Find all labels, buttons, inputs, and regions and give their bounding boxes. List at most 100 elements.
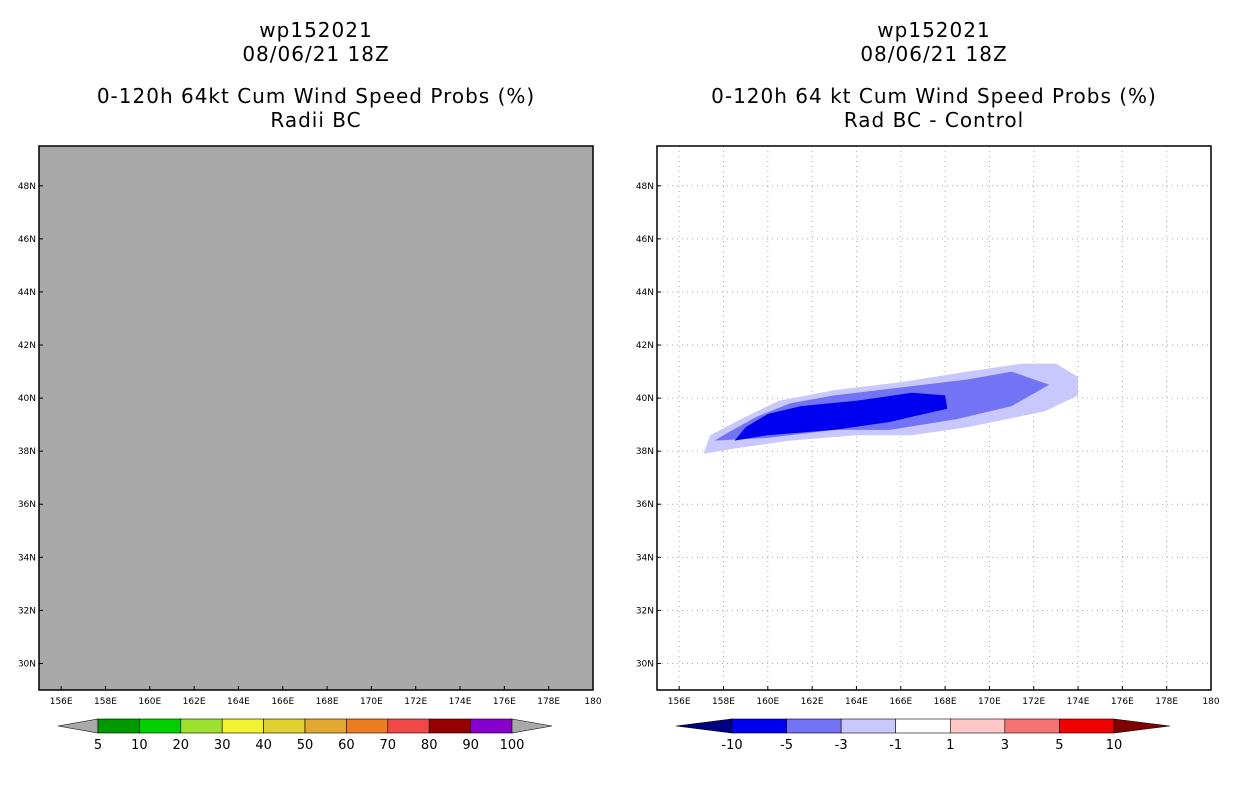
left-y-tick-label: 46N — [18, 235, 36, 245]
right-contour-2 — [734, 392, 948, 441]
right-y-tick-label: 48N — [636, 182, 654, 192]
right-colorbar-label: 5 — [1055, 738, 1063, 753]
left-colorbar-label: 80 — [421, 738, 438, 753]
right-colorbar-label: -1 — [889, 738, 902, 753]
left-x-tick-label: 162E — [183, 697, 206, 707]
left-colorbar-segment — [139, 718, 182, 734]
left-x-tick-label: 178E — [537, 697, 560, 707]
right-colorbar-low-end — [675, 718, 733, 734]
right-colorbar-segment — [895, 718, 951, 734]
left-y-tick-label: 38N — [18, 447, 36, 457]
left-colorbar-segment — [387, 718, 430, 734]
right-x-tick-label: 176E — [1111, 697, 1134, 707]
right-colorbar-segment — [731, 718, 787, 734]
left-colorbar-segment — [470, 718, 513, 734]
left-y-tick-label: 40N — [18, 394, 36, 404]
right-y-tick-label: 44N — [636, 288, 654, 298]
left-subtitle: Radii BC — [270, 108, 362, 132]
left-y-tick-label: 48N — [18, 182, 36, 192]
left-x-tick-label: 160E — [138, 697, 161, 707]
right-x-tick-label: 180 — [1202, 697, 1219, 707]
left-plot-area — [39, 146, 593, 690]
right-x-tick-label: 166E — [889, 697, 912, 707]
right-y-tick-label: 32N — [636, 606, 654, 616]
right-colorbar-segment — [786, 718, 842, 734]
right-colorbar-label: 3 — [1001, 738, 1009, 753]
right-x-tick-label: 164E — [845, 697, 868, 707]
left-colorbar-label: 40 — [255, 738, 272, 753]
left-colorbar-label: 60 — [338, 738, 355, 753]
right-panel-titles: wp152021 08/06/21 18Z 0-120h 64 kt Cum W… — [657, 18, 1211, 132]
right-colorbar-segment — [1004, 718, 1060, 734]
left-y-tick-label: 34N — [18, 553, 36, 563]
right-x-tick-label: 170E — [978, 697, 1001, 707]
right-date: 08/06/21 18Z — [860, 42, 1008, 66]
left-x-tick-label: 164E — [227, 697, 250, 707]
right-colorbar-label: 1 — [946, 738, 954, 753]
left-x-tick-label: 156E — [50, 697, 73, 707]
right-y-tick-label: 40N — [636, 394, 654, 404]
left-x-tick-label: 158E — [94, 697, 117, 707]
left-colorbar-label: 50 — [297, 738, 314, 753]
left-x-tick-label: 168E — [316, 697, 339, 707]
left-colorbar-segment — [221, 718, 264, 734]
right-x-tick-label: 172E — [1022, 697, 1045, 707]
left-plot-frame — [38, 145, 594, 691]
right-title: 0-120h 64 kt Cum Wind Speed Probs (%) — [711, 84, 1157, 108]
right-y-tick-label: 30N — [636, 659, 654, 669]
left-colorbar-segment — [97, 718, 140, 734]
right-y-tick-label: 36N — [636, 500, 654, 510]
right-x-tick-label: 158E — [712, 697, 735, 707]
left-y-tick-label: 36N — [18, 500, 36, 510]
right-y-tick-label: 46N — [636, 235, 654, 245]
right-storm-id: wp152021 — [877, 18, 991, 42]
left-x-tick-label: 170E — [360, 697, 383, 707]
left-colorbar-label: 70 — [380, 738, 397, 753]
left-title: 0-120h 64kt Cum Wind Speed Probs (%) — [96, 84, 536, 108]
left-y-tick-label: 32N — [18, 606, 36, 616]
right-colorbar-segment — [840, 718, 897, 734]
left-date: 08/06/21 18Z — [242, 42, 390, 66]
left-storm-id: wp152021 — [259, 18, 373, 42]
right-x-tick-label: 168E — [934, 697, 957, 707]
right-x-tick-label: 160E — [756, 697, 779, 707]
left-x-tick-label: 166E — [271, 697, 294, 707]
right-x-tick-label: 162E — [801, 697, 824, 707]
right-colorbar-label: -3 — [835, 738, 848, 753]
left-colorbar-label: 30 — [214, 738, 231, 753]
right-colorbar-label: 10 — [1106, 738, 1123, 753]
right-plot-frame — [656, 145, 1212, 691]
right-colorbar-segment — [949, 718, 1006, 734]
right-x-tick-label: 178E — [1155, 697, 1178, 707]
left-x-tick-label: 174E — [449, 697, 472, 707]
right-y-tick-label: 38N — [636, 447, 654, 457]
left-colorbar-low-end — [57, 718, 99, 734]
right-y-tick-label: 42N — [636, 341, 654, 351]
left-colorbar-segment — [263, 718, 306, 734]
left-colorbar-label: 10 — [131, 738, 148, 753]
left-panel-titles: wp152021 08/06/21 18Z 0-120h 64kt Cum Wi… — [39, 18, 593, 132]
left-colorbar-label: 20 — [173, 738, 190, 753]
left-colorbar-label: 100 — [500, 738, 525, 753]
right-y-tick-label: 34N — [636, 553, 654, 563]
right-colorbar-high-end — [1113, 718, 1171, 734]
right-subtitle: Rad BC - Control — [843, 108, 1025, 132]
left-colorbar-segment — [180, 718, 223, 734]
left-colorbar-label: 90 — [462, 738, 479, 753]
left-colorbar-segment — [304, 718, 347, 734]
left-colorbar-segment — [346, 718, 389, 734]
left-y-tick-label: 44N — [18, 288, 36, 298]
right-colorbar-segment — [1059, 718, 1115, 734]
right-x-tick-label: 174E — [1067, 697, 1090, 707]
right-colorbar-label: -5 — [780, 738, 793, 753]
left-colorbar-label: 5 — [94, 738, 102, 753]
left-x-tick-label: 172E — [404, 697, 427, 707]
left-x-tick-label: 176E — [493, 697, 516, 707]
left-colorbar-segment — [428, 718, 471, 734]
right-x-tick-label: 156E — [668, 697, 691, 707]
right-colorbar-label: -10 — [721, 738, 742, 753]
left-colorbar-high-end — [511, 718, 553, 734]
left-x-tick-label: 180 — [584, 697, 601, 707]
left-y-tick-label: 30N — [18, 659, 36, 669]
